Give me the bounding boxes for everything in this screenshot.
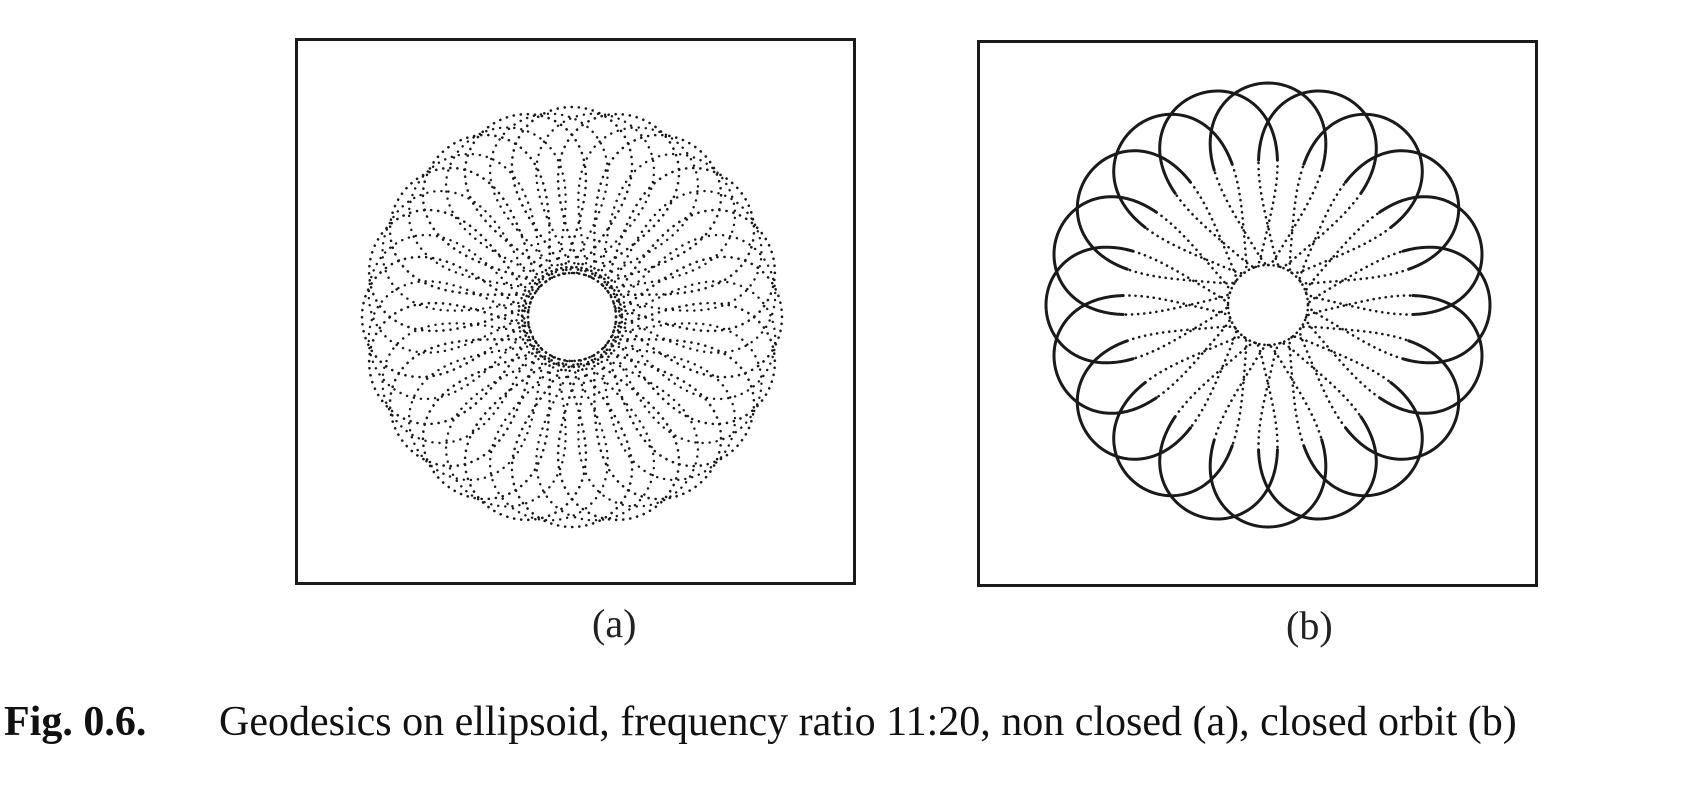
orbit-a-inner-ring-1 (526, 271, 618, 363)
geodesic-plot-b (1044, 81, 1492, 529)
orbit-b-loops (1044, 81, 1492, 529)
orbit-a-inner-ring-2 (520, 265, 624, 369)
panel-b-label: (b) (1286, 603, 1333, 648)
panel-b-frame (977, 40, 1538, 587)
figure-number: Fig. 0.6. (4, 699, 147, 745)
geodesic-plot-a (360, 105, 784, 529)
panel-a-label: (a) (592, 601, 637, 646)
figure-caption: Fig. 0.6. Geodesics on ellipsoid, frequen… (4, 701, 1517, 743)
orbit-b-petal-tips (1044, 81, 1492, 529)
figure-caption-text: Geodesics on ellipsoid, frequency ratio … (219, 699, 1517, 745)
orbit-b-inner-ring (1226, 263, 1310, 347)
panel-a-frame (295, 38, 856, 585)
orbit-a-loops-2 (367, 112, 777, 522)
orbit-a-loops-1 (360, 105, 784, 529)
